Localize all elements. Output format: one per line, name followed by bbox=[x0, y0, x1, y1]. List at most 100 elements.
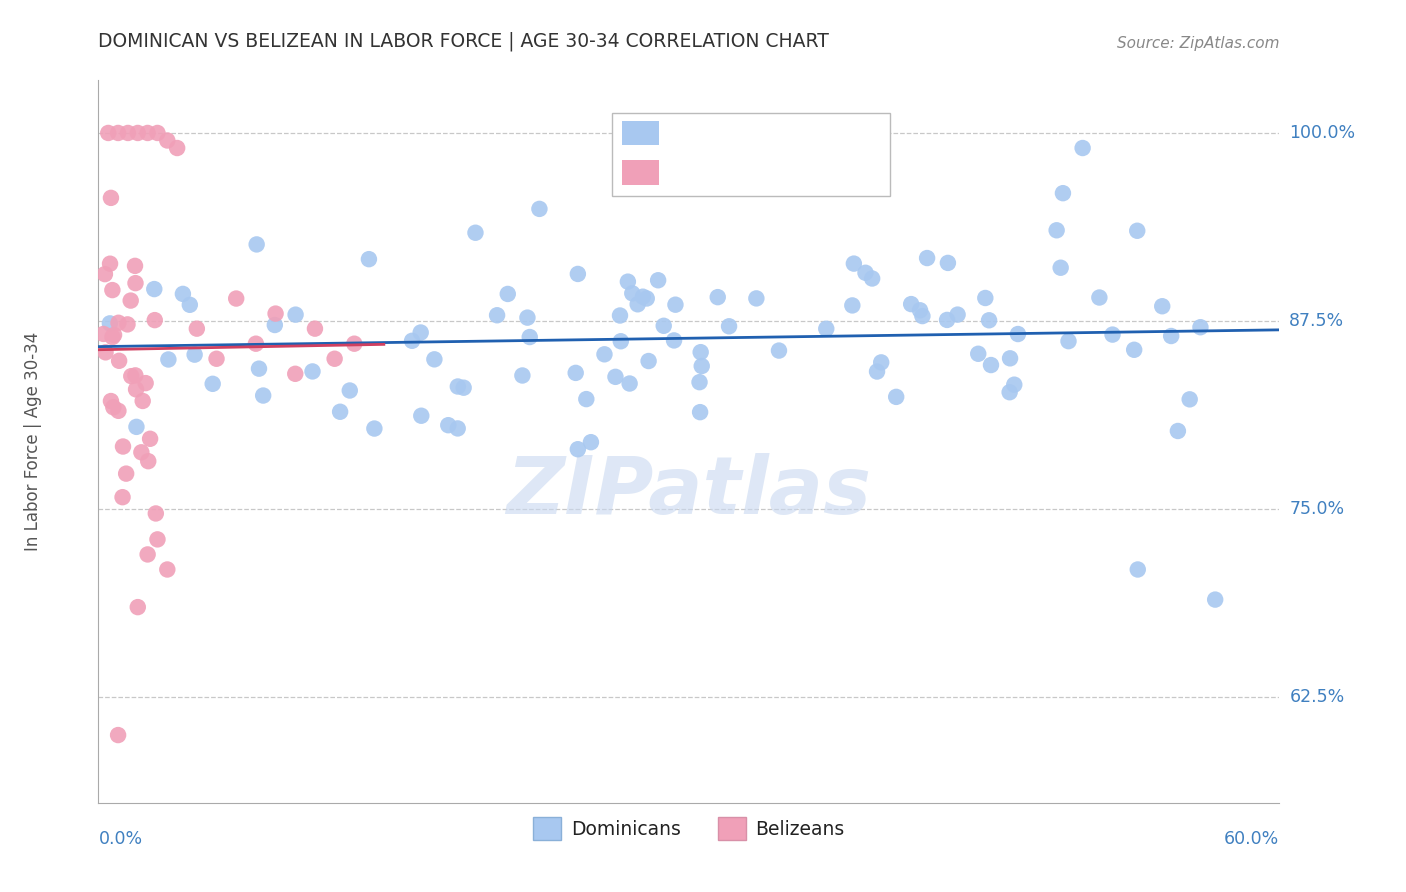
Point bbox=[107, 316, 129, 330]
Point bbox=[143, 282, 166, 296]
Point bbox=[304, 321, 326, 335]
Point bbox=[145, 507, 167, 521]
Point bbox=[124, 368, 146, 383]
Point bbox=[1007, 326, 1029, 341]
Point bbox=[157, 352, 180, 367]
Point bbox=[529, 202, 551, 216]
Point bbox=[125, 420, 148, 434]
Point bbox=[637, 354, 659, 368]
Point bbox=[579, 435, 602, 450]
Text: Source: ZipAtlas.com: Source: ZipAtlas.com bbox=[1116, 37, 1279, 52]
Point bbox=[225, 292, 247, 306]
Point bbox=[464, 226, 486, 240]
Point bbox=[1101, 327, 1123, 342]
Point bbox=[323, 351, 346, 366]
Point bbox=[127, 600, 149, 615]
Point bbox=[100, 191, 122, 205]
Point bbox=[437, 418, 460, 433]
Point bbox=[516, 310, 538, 325]
Point bbox=[496, 287, 519, 301]
Point bbox=[610, 334, 633, 349]
Point bbox=[205, 351, 228, 366]
Point bbox=[107, 126, 129, 140]
Point bbox=[1126, 224, 1149, 238]
Point bbox=[343, 336, 366, 351]
Text: 60.0%: 60.0% bbox=[1225, 830, 1279, 848]
Point bbox=[447, 379, 470, 393]
Point bbox=[411, 409, 433, 423]
Point bbox=[842, 257, 865, 271]
Point bbox=[252, 388, 274, 402]
Text: 75.0%: 75.0% bbox=[1289, 500, 1344, 518]
Point bbox=[120, 369, 142, 384]
Point bbox=[139, 432, 162, 446]
Point bbox=[936, 256, 959, 270]
Point bbox=[409, 326, 432, 340]
Point bbox=[621, 286, 644, 301]
Point bbox=[98, 317, 121, 331]
Point bbox=[363, 421, 385, 435]
Point bbox=[146, 533, 169, 547]
Point bbox=[120, 293, 142, 308]
Text: R = 0.492    N =  52: R = 0.492 N = 52 bbox=[671, 164, 868, 182]
Point bbox=[339, 384, 361, 398]
Point bbox=[841, 298, 863, 312]
FancyBboxPatch shape bbox=[612, 112, 890, 196]
Point bbox=[136, 454, 159, 468]
Point bbox=[998, 351, 1021, 366]
Text: R = 0.060    N = 100: R = 0.060 N = 100 bbox=[671, 124, 875, 142]
Point bbox=[605, 369, 627, 384]
Point bbox=[567, 267, 589, 281]
Point bbox=[103, 327, 125, 342]
Point bbox=[447, 421, 470, 435]
Point bbox=[453, 381, 475, 395]
Point bbox=[143, 313, 166, 327]
Point bbox=[136, 126, 159, 140]
Point bbox=[108, 353, 131, 368]
Point bbox=[423, 352, 446, 367]
Point bbox=[115, 467, 138, 481]
Legend: Dominicans, Belizeans: Dominicans, Belizeans bbox=[526, 810, 852, 847]
Point bbox=[855, 266, 877, 280]
Point bbox=[1071, 141, 1094, 155]
Point bbox=[172, 286, 194, 301]
Point bbox=[689, 375, 711, 389]
Point bbox=[636, 292, 658, 306]
Point bbox=[884, 390, 907, 404]
Point bbox=[247, 361, 270, 376]
Text: 100.0%: 100.0% bbox=[1289, 124, 1355, 142]
Point bbox=[689, 405, 711, 419]
Point bbox=[768, 343, 790, 358]
Point bbox=[131, 393, 153, 408]
Point bbox=[911, 309, 934, 323]
Point bbox=[201, 376, 224, 391]
Text: ZIPatlas: ZIPatlas bbox=[506, 453, 872, 531]
Point bbox=[575, 392, 598, 406]
Point bbox=[980, 358, 1002, 372]
Point bbox=[117, 318, 139, 332]
Point bbox=[627, 297, 650, 311]
Point bbox=[662, 334, 685, 348]
Point bbox=[617, 275, 640, 289]
Point bbox=[401, 334, 423, 348]
Point bbox=[977, 313, 1000, 327]
Point bbox=[689, 345, 711, 359]
Point bbox=[593, 347, 616, 361]
Point bbox=[567, 442, 589, 457]
Point bbox=[866, 365, 889, 379]
Text: 0.0%: 0.0% bbox=[98, 830, 142, 848]
Point bbox=[1152, 299, 1174, 313]
Point bbox=[1088, 291, 1111, 305]
Text: 87.5%: 87.5% bbox=[1289, 312, 1344, 330]
Point bbox=[166, 141, 188, 155]
Point bbox=[936, 313, 959, 327]
Point bbox=[186, 321, 208, 335]
Point bbox=[101, 330, 124, 344]
Point bbox=[329, 405, 352, 419]
Point bbox=[946, 308, 969, 322]
Text: 62.5%: 62.5% bbox=[1289, 689, 1344, 706]
Point bbox=[103, 401, 125, 415]
Point bbox=[1046, 223, 1069, 237]
Point bbox=[94, 267, 117, 281]
Point bbox=[967, 347, 990, 361]
